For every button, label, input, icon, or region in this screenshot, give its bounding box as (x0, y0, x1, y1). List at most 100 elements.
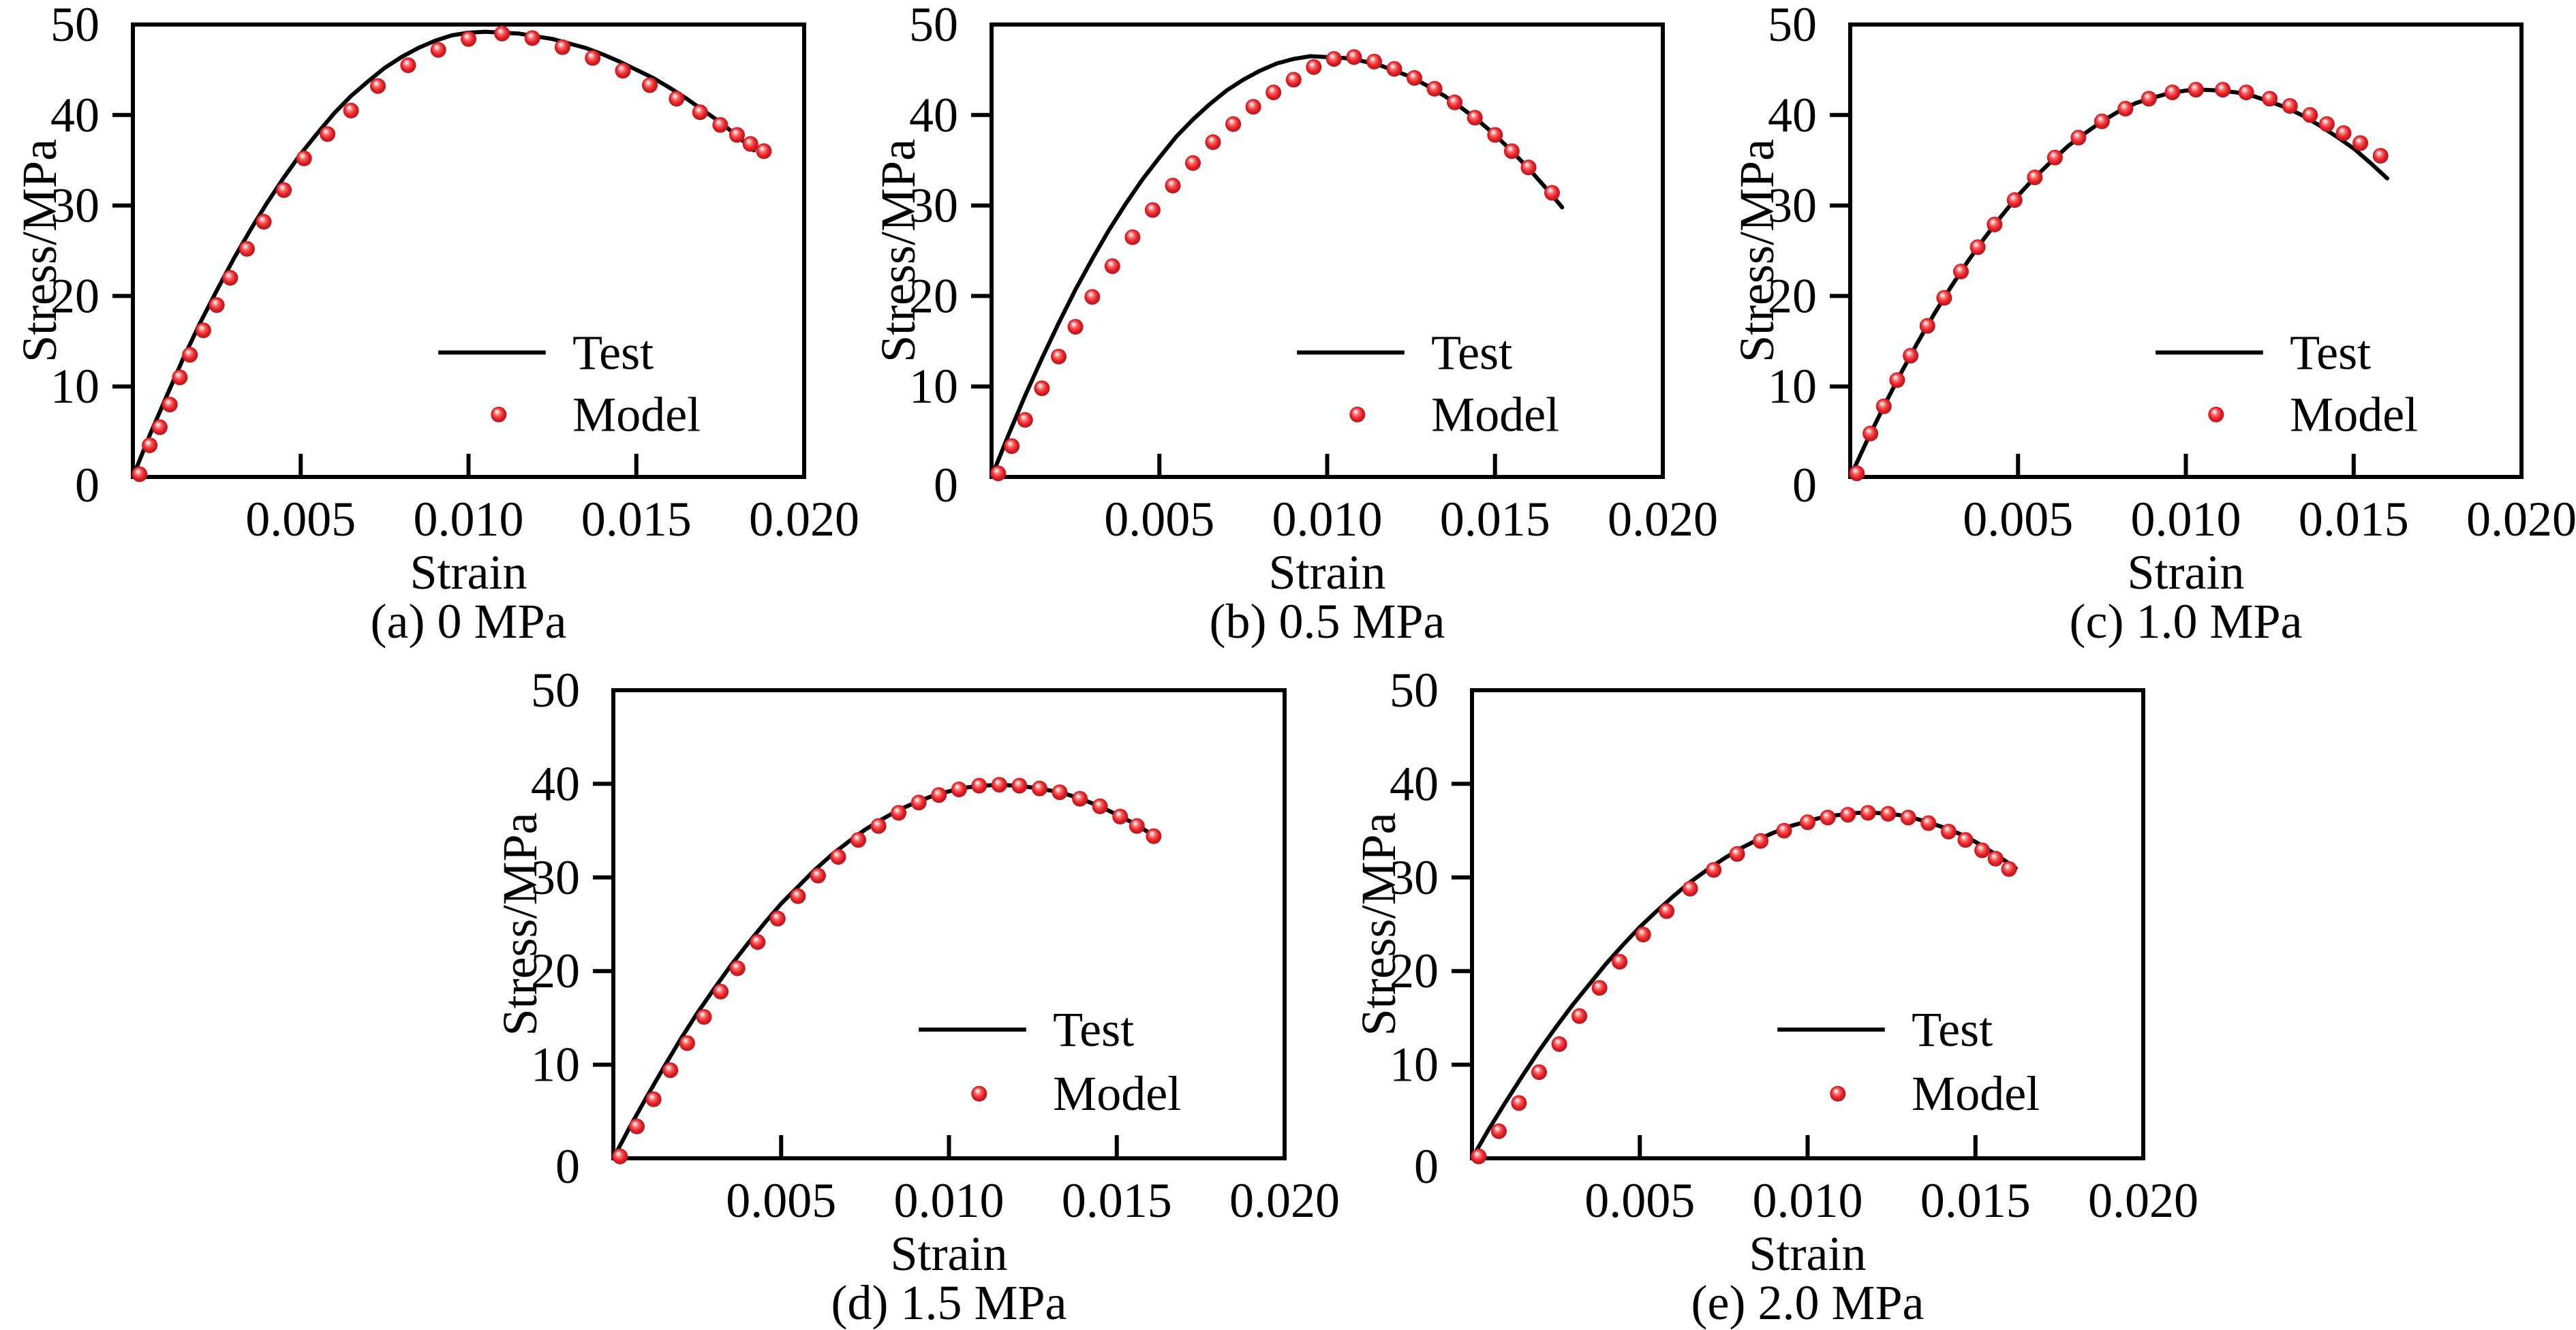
model-point (1112, 809, 1129, 824)
model-point (2070, 129, 2087, 146)
x-tick-label: 0.010 (414, 492, 524, 546)
model-point (712, 117, 729, 133)
model-point (1862, 425, 1879, 442)
model-point (1245, 99, 1261, 115)
legend-model-dot (491, 406, 507, 422)
model-point (1004, 438, 1020, 454)
y-tick-label: 50 (1390, 665, 1439, 717)
model-point (2262, 91, 2278, 107)
y-tick-label: 30 (531, 850, 580, 905)
model-point (742, 136, 758, 152)
model-point (1776, 822, 1792, 839)
model-point (2335, 125, 2352, 141)
model-point (1969, 239, 1986, 256)
model-point (1487, 127, 1503, 143)
chart-block-c: 0 10 20 30 40 50 0.005 0.010 0.015 0.020 Stress/MP… (1717, 0, 2576, 665)
model-point (1987, 217, 2003, 232)
model-point (1900, 809, 1916, 826)
model-point (2302, 107, 2318, 123)
y-axis-label: Stress/MPa (493, 812, 547, 1036)
model-point (1366, 53, 1382, 69)
model-point (222, 270, 239, 286)
x-tick-label: 0.005 (245, 492, 356, 546)
model-point (1953, 264, 1969, 279)
model-point (910, 794, 927, 811)
y-tick-label: 50 (531, 665, 580, 717)
model-point (172, 369, 188, 386)
legend: Test Model (919, 1002, 1181, 1121)
model-points (1471, 805, 2017, 1164)
model-point (554, 39, 570, 55)
legend-test-label: Test (1053, 1002, 1134, 1057)
model-point (1503, 143, 1520, 159)
model-point (756, 143, 772, 159)
model-point (1753, 833, 1768, 849)
chart-caption: (b) 0.5 MPa (1210, 594, 1445, 649)
chart-svg-a: 0 10 20 30 40 50 0.005 0.010 0.015 0.020 Stress/MP… (12, 0, 859, 649)
y-tick-label: 50 (1768, 0, 1817, 52)
model-point (320, 126, 336, 142)
model-point (1032, 780, 1047, 797)
model-point (629, 1118, 645, 1134)
y-axis-label: Stress/MPa (871, 139, 925, 362)
model-point (1889, 372, 1905, 388)
model-point (1920, 815, 1937, 831)
model-point (1225, 116, 1242, 132)
y-tick-label: 40 (531, 756, 580, 811)
model-point (645, 1091, 662, 1107)
model-point (1034, 380, 1050, 397)
y-tick-label: 0 (75, 458, 99, 512)
model-point (669, 91, 685, 107)
model-point (612, 1148, 628, 1164)
model-point (790, 888, 806, 904)
legend-test-label: Test (2290, 325, 2371, 380)
chart-svg-b: 0 10 20 30 40 50 0.005 0.010 0.015 0.020 Stress/MP… (871, 0, 1717, 649)
model-point (1706, 862, 1722, 878)
model-point (1635, 927, 1651, 943)
model-point (2027, 169, 2043, 185)
model-point (1205, 134, 1221, 151)
y-tick-label: 50 (50, 0, 99, 52)
x-tick-label: 0.005 (1584, 1173, 1695, 1228)
model-point (1800, 814, 1815, 831)
plot-border (131, 22, 806, 479)
y-axis-label: Stress/MPa (1730, 139, 1784, 362)
y-tick-label: 20 (1390, 944, 1439, 998)
model-point (142, 437, 158, 453)
model-point (951, 782, 967, 798)
model-point (2001, 861, 2017, 877)
model-point (1084, 289, 1101, 305)
y-tick-label: 20 (909, 268, 958, 323)
model-point (1146, 828, 1162, 844)
model-point (1124, 229, 1141, 245)
chart-block-b: 0 10 20 30 40 50 0.005 0.010 0.015 0.020 Stress/MP… (859, 0, 1717, 665)
plot-border (990, 22, 1665, 479)
model-point (696, 1009, 712, 1025)
chart-svg-d: 0 10 20 30 40 50 0.005 0.010 0.015 0.020 Stress/MP… (493, 665, 1339, 1330)
model-point (370, 78, 386, 94)
legend: Test Model (2156, 325, 2418, 442)
chart-caption: (c) 1.0 MPa (2070, 594, 2303, 649)
y-tick-label: 40 (1390, 756, 1439, 811)
test-curve-line (131, 29, 756, 479)
legend-model-label: Model (572, 387, 701, 442)
model-point (1919, 318, 1935, 334)
model-point (830, 849, 846, 865)
model-point (1165, 177, 1181, 194)
y-tick-label: 20 (50, 268, 99, 323)
model-point (1591, 980, 1608, 996)
y-tick-label: 10 (909, 359, 958, 414)
model-point (662, 1062, 679, 1079)
x-tick-label: 0.015 (1062, 1173, 1172, 1228)
model-point (1306, 59, 1322, 75)
model-point (990, 465, 1007, 482)
chart-caption: (d) 1.5 MPa (831, 1275, 1067, 1330)
model-points (1849, 82, 2389, 482)
model-point (1544, 185, 1560, 201)
model-points (612, 777, 1162, 1164)
legend-model-dot (2208, 406, 2224, 422)
model-point (1682, 880, 1698, 897)
model-point (1880, 805, 1897, 822)
model-point (1426, 80, 1443, 97)
x-tick-label: 0.010 (1753, 1173, 1863, 1228)
